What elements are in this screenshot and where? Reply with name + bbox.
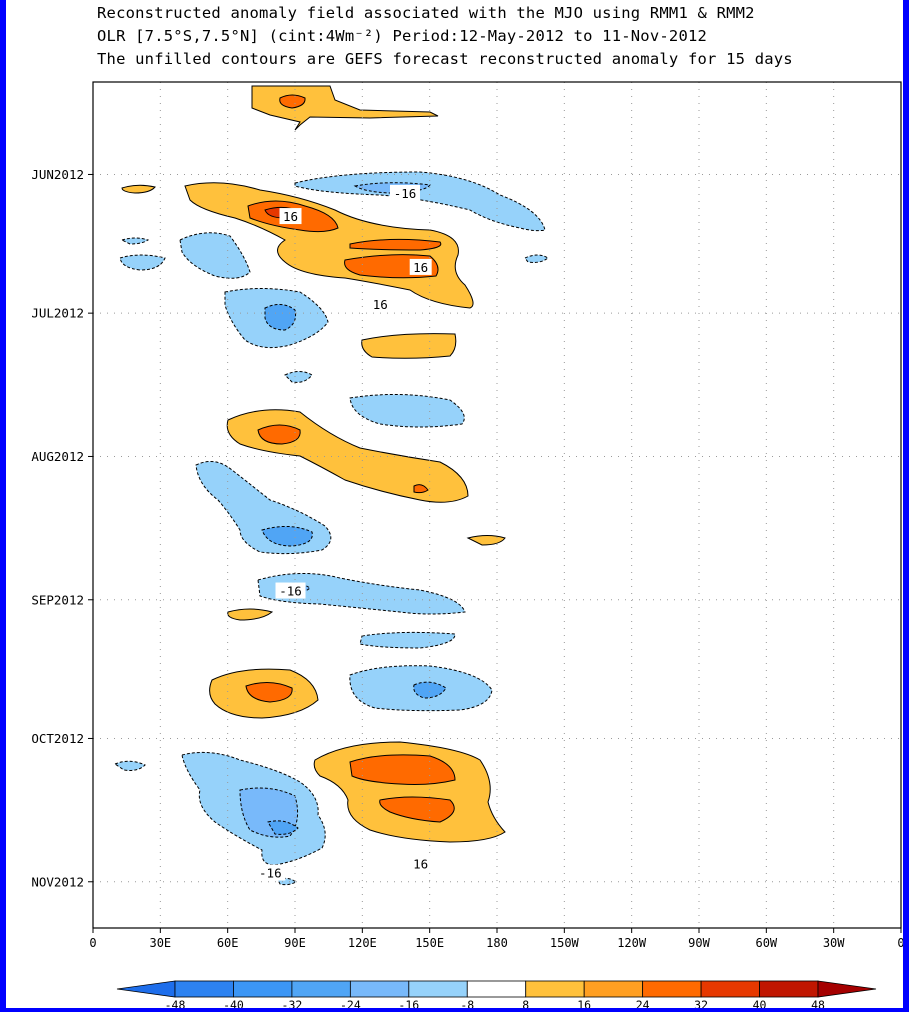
anomaly-negative [180,233,250,278]
frame-border-bottom [0,1008,909,1012]
contour-label: 16 [413,260,428,275]
contour-label: -16 [259,866,282,881]
x-tick-label: 150W [550,936,580,950]
y-tick-label: AUG2012 [31,449,84,464]
colorbar-box [760,981,818,997]
x-tick-label: 120E [348,936,377,950]
colorbar-box [584,981,642,997]
contour-label: 16 [413,856,428,871]
y-tick-label: OCT2012 [31,731,84,746]
colorbar-box [233,981,291,997]
x-tick-label: 60E [217,936,239,950]
y-tick-label: NOV2012 [31,874,84,889]
anomaly-positive [362,334,456,359]
y-tick-label: JUL2012 [31,306,84,321]
contour-label: -16 [279,584,302,599]
anomaly-positive [252,86,438,130]
contour-label: 16 [373,297,388,312]
colorbar-box [350,981,408,997]
x-tick-label: 180 [486,936,508,950]
colorbar-box [526,981,584,997]
y-tick-label: SEP2012 [31,592,84,607]
contour-label: -16 [394,186,417,201]
colorbar-box [643,981,701,997]
x-tick-label: 0 [89,936,96,950]
x-tick-label: 90W [688,936,710,950]
x-tick-label: 150E [415,936,444,950]
anomaly-negative-small [525,255,548,263]
anomaly-field [115,86,548,885]
anomaly-positive-small [468,536,505,546]
contour-label: 16 [283,209,298,224]
anomaly-positive-strong [350,755,455,785]
anomaly-negative-small [122,238,148,244]
anomaly-negative-small [285,372,312,383]
anomaly-negative [360,632,455,648]
colorbar-box [175,981,233,997]
colorbar-box [409,981,467,997]
colorbar-box [292,981,350,997]
x-tick-label: 30W [823,936,845,950]
x-tick-label: 120W [617,936,647,950]
x-tick-label: 90E [284,936,306,950]
anomaly-positive [228,609,272,620]
anomaly-negative-small [120,255,165,270]
anomaly-negative-small [115,761,145,770]
x-tick-label: 60W [755,936,777,950]
colorbar-box [701,981,759,997]
y-tick-label: JUN2012 [31,167,84,182]
x-tick-label: 30E [149,936,171,950]
colorbar-arrow-right [818,981,876,997]
anomaly-negative [350,394,464,427]
colorbar-box [467,981,525,997]
frame-border-left [0,0,6,1012]
anomaly-negative [196,461,331,553]
anomaly-positive-small [122,185,155,193]
frame-border-right [903,0,909,1012]
colorbar-arrow-left [117,981,175,997]
